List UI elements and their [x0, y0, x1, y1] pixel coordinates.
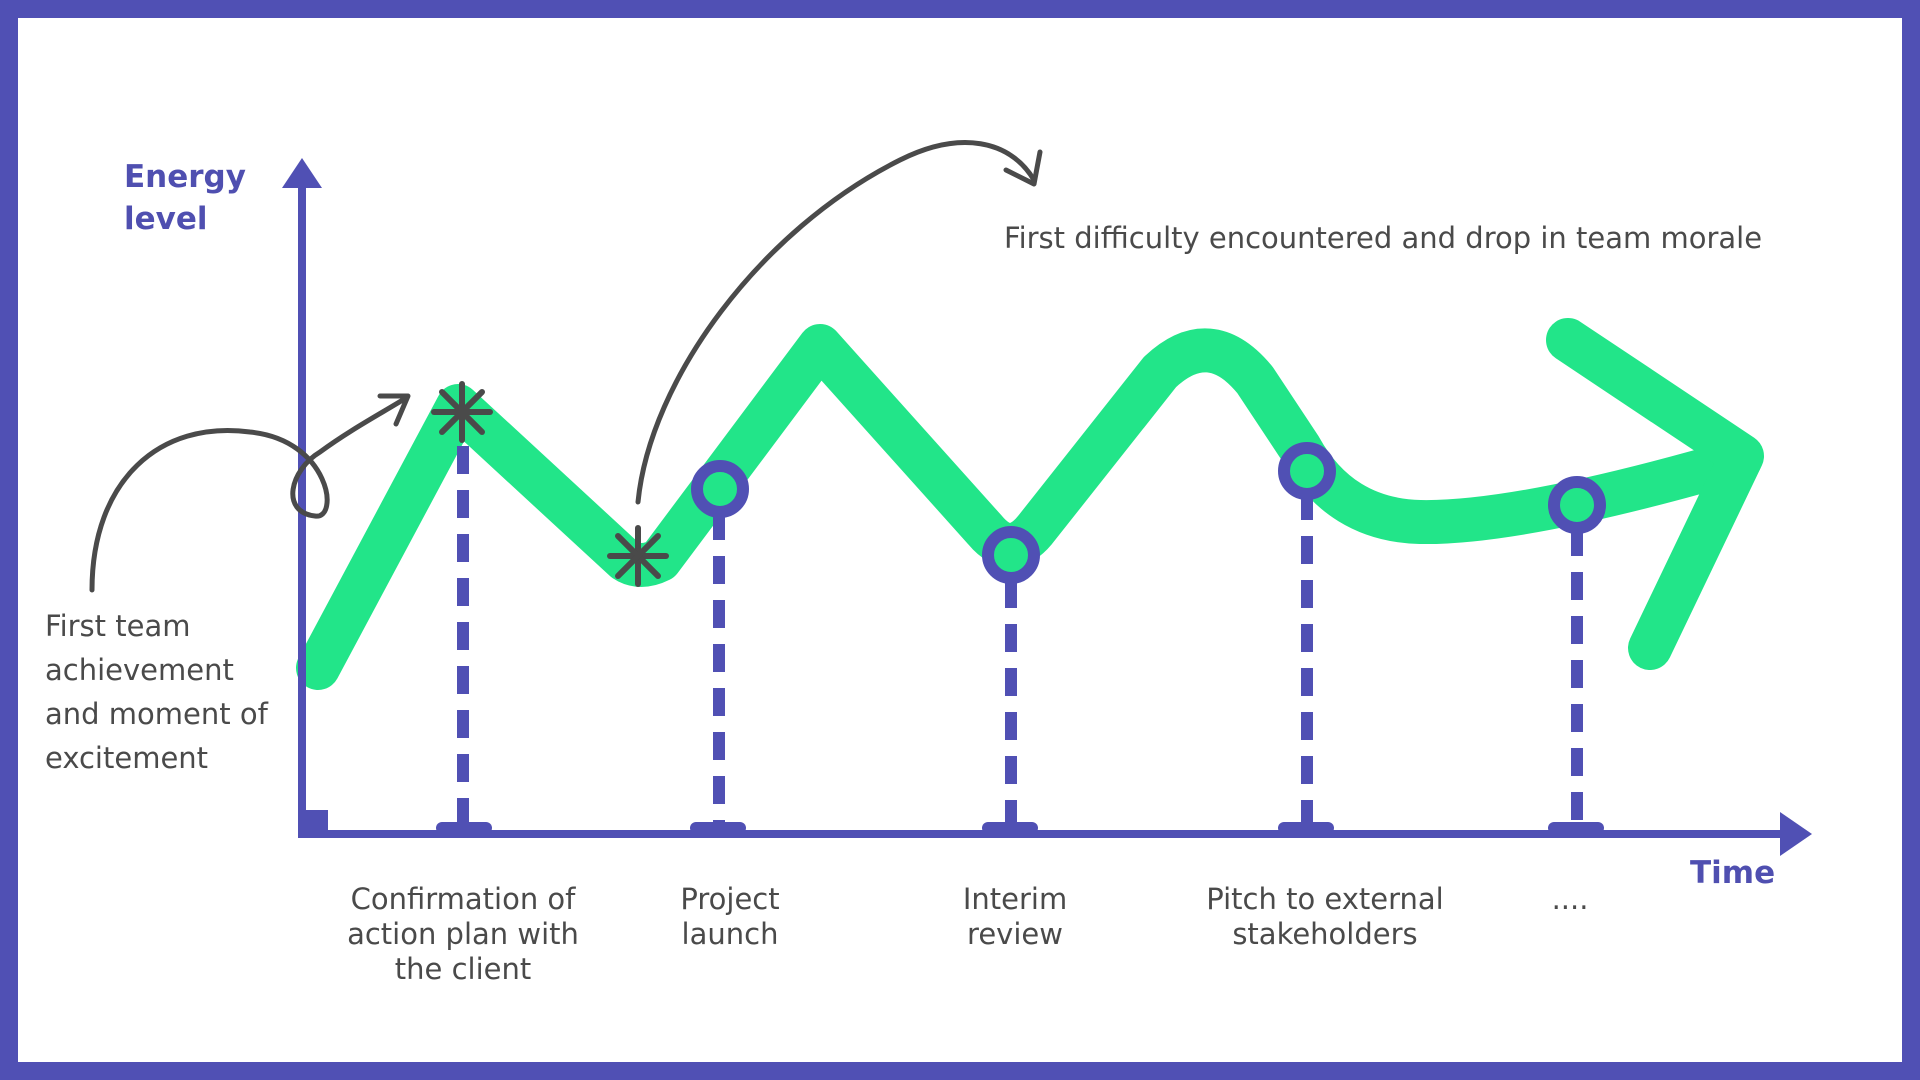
axis-origin: [300, 810, 328, 836]
curved-arrowhead-icon: [1003, 149, 1043, 187]
left-annotation: First team achievement and moment of exc…: [45, 609, 268, 775]
curved-arrow: [635, 140, 1037, 505]
y-axis-label: Energy level: [124, 159, 246, 237]
energy-curve: [296, 324, 1762, 690]
asterisk-icon: [431, 381, 493, 443]
drop-lines: [457, 446, 1583, 826]
tick-feet: [436, 822, 1604, 834]
top-annotation: First difficulty encountered and drop in…: [1004, 221, 1763, 255]
tick-foot: [436, 822, 492, 834]
circle-icon: [982, 526, 1040, 584]
y-axis-arrow: [282, 158, 322, 188]
milestone-label: Project launch: [680, 882, 780, 951]
circle-icon: [691, 460, 749, 518]
milestone-label: Confirmation of action plan with the cli…: [347, 882, 579, 986]
x-axis-arrow: [1780, 812, 1812, 856]
tick-foot: [982, 822, 1038, 834]
x-axis-label: Time: [1690, 855, 1776, 891]
loop-arrow: [89, 395, 409, 593]
energy-arrowhead: [1546, 318, 1764, 670]
loop-arrowhead-icon: [377, 393, 411, 427]
circle-markers: [691, 442, 1606, 584]
circle-icon: [1278, 442, 1336, 500]
milestone-label: ....: [1551, 882, 1589, 916]
tick-foot: [1548, 822, 1604, 834]
tick-foot: [1278, 822, 1334, 834]
circle-icon: [1548, 476, 1606, 534]
tick-foot: [690, 822, 746, 834]
asterisk-icon: [607, 525, 669, 587]
milestone-label: Interim review: [962, 882, 1068, 951]
milestone-label: Pitch to external stakeholders: [1206, 882, 1444, 951]
